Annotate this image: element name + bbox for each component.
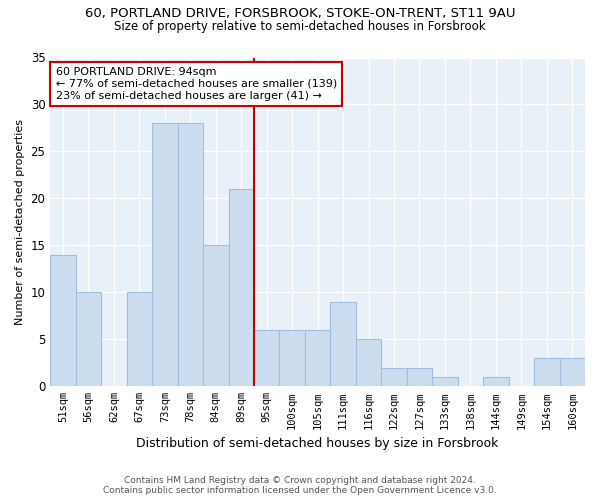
Text: Size of property relative to semi-detached houses in Forsbrook: Size of property relative to semi-detach… [114,20,486,33]
Bar [280,330,305,386]
Bar [76,292,101,386]
Bar [407,368,432,386]
Bar [534,358,560,386]
Bar [152,124,178,386]
Bar [203,246,229,386]
Text: 60, PORTLAND DRIVE, FORSBROOK, STOKE-ON-TRENT, ST11 9AU: 60, PORTLAND DRIVE, FORSBROOK, STOKE-ON-… [85,8,515,20]
Bar [432,377,458,386]
Bar [560,358,585,386]
Bar [254,330,280,386]
X-axis label: Distribution of semi-detached houses by size in Forsbrook: Distribution of semi-detached houses by … [136,437,499,450]
Bar [178,124,203,386]
Bar [382,368,407,386]
Bar [356,340,382,386]
Bar [483,377,509,386]
Bar [127,292,152,386]
Bar [305,330,331,386]
Text: Contains HM Land Registry data © Crown copyright and database right 2024.
Contai: Contains HM Land Registry data © Crown c… [103,476,497,495]
Text: 60 PORTLAND DRIVE: 94sqm
← 77% of semi-detached houses are smaller (139)
23% of : 60 PORTLAND DRIVE: 94sqm ← 77% of semi-d… [56,68,337,100]
Bar [331,302,356,386]
Y-axis label: Number of semi-detached properties: Number of semi-detached properties [15,119,25,325]
Bar [50,255,76,386]
Bar [229,189,254,386]
